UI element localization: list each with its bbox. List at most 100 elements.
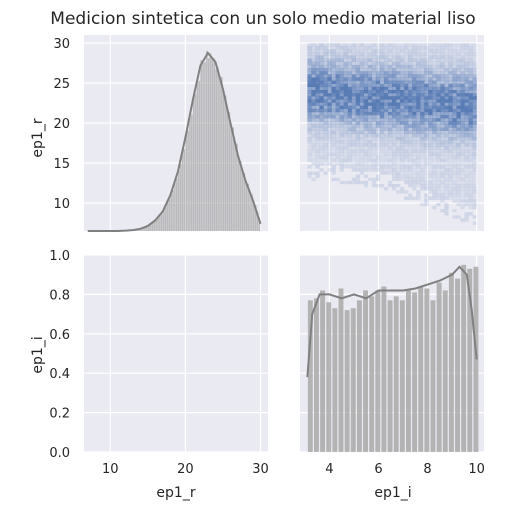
heatmap-cell bbox=[335, 162, 340, 166]
heatmap-cell bbox=[392, 187, 397, 191]
heatmap-cell bbox=[444, 111, 449, 116]
heatmap-cell bbox=[383, 80, 389, 84]
heatmap-cell bbox=[359, 43, 364, 47]
heatmap-cell bbox=[428, 187, 433, 191]
heatmap-cell bbox=[335, 55, 340, 59]
heatmap-cell bbox=[400, 174, 405, 178]
heatmap-cell bbox=[319, 130, 324, 135]
heatmap-cell bbox=[359, 55, 364, 59]
heatmap-cell bbox=[367, 49, 373, 53]
heatmap-cell bbox=[428, 80, 433, 84]
heatmap-cell bbox=[416, 149, 421, 153]
heatmap-cell bbox=[460, 102, 465, 106]
heatmap-cell bbox=[424, 202, 429, 207]
heatmap-cell bbox=[335, 124, 340, 128]
heatmap-cell bbox=[460, 118, 465, 122]
heatmap-cell bbox=[396, 127, 401, 131]
heatmap-cell bbox=[335, 77, 340, 81]
heatmap-cell bbox=[351, 43, 356, 47]
heatmap-cell bbox=[424, 177, 429, 182]
heatmap-cell bbox=[323, 52, 328, 56]
heatmap-cell bbox=[456, 177, 461, 182]
heatmap-cell bbox=[359, 52, 364, 56]
heatmap-cell bbox=[392, 155, 397, 160]
heatmap-cell bbox=[327, 168, 332, 172]
heatmap-cell bbox=[448, 80, 453, 84]
heatmap-cell bbox=[424, 80, 429, 84]
heatmap-cell bbox=[452, 71, 457, 75]
heatmap-cell bbox=[456, 174, 461, 178]
heatmap-cell bbox=[448, 174, 453, 178]
heatmap-cell bbox=[307, 174, 312, 178]
heatmap-cell bbox=[416, 64, 421, 69]
heatmap-cell bbox=[396, 174, 401, 178]
heatmap-cell bbox=[392, 49, 397, 53]
heatmap-cell bbox=[468, 46, 473, 50]
heatmap-cell bbox=[396, 137, 401, 141]
heatmap-cell bbox=[464, 46, 469, 50]
heatmap-cell bbox=[355, 152, 360, 156]
heatmap-cell bbox=[468, 162, 473, 166]
heatmap-cell bbox=[359, 86, 364, 91]
heatmap-cell bbox=[387, 58, 393, 62]
heatmap-cell bbox=[355, 177, 360, 182]
heatmap-cell bbox=[367, 143, 373, 147]
heatmap-cell bbox=[371, 180, 377, 185]
heatmap-cell bbox=[311, 52, 316, 56]
heatmap-cell bbox=[355, 99, 360, 103]
heatmap-cell bbox=[343, 124, 348, 128]
heatmap-cell bbox=[416, 111, 421, 116]
heatmap-cell bbox=[311, 68, 316, 72]
heatmap-cell bbox=[371, 71, 377, 75]
heatmap-cell bbox=[387, 140, 393, 144]
heatmap-cell bbox=[327, 118, 332, 122]
heatmap-cell bbox=[343, 74, 348, 78]
heatmap-cell bbox=[319, 121, 324, 125]
heatmap-cell bbox=[404, 146, 409, 150]
hist-bar bbox=[215, 69, 218, 232]
heatmap-cell bbox=[460, 77, 465, 81]
heatmap-cell bbox=[444, 86, 449, 91]
heatmap-cell bbox=[323, 61, 328, 66]
hist-bar bbox=[226, 109, 229, 231]
y-tick-label: 0.2 bbox=[49, 407, 70, 422]
hist-bar bbox=[194, 94, 197, 231]
heatmap-cell bbox=[351, 68, 356, 72]
heatmap-cell bbox=[444, 102, 449, 106]
heatmap-cell bbox=[335, 58, 340, 62]
heatmap-cell bbox=[311, 121, 316, 125]
heatmap-cell bbox=[371, 149, 377, 153]
heatmap-cell bbox=[339, 43, 344, 47]
heatmap-cell bbox=[323, 162, 328, 166]
heatmap-cell bbox=[424, 165, 429, 169]
heatmap-cell bbox=[428, 127, 433, 131]
heatmap-cell bbox=[323, 77, 328, 81]
heatmap-cell bbox=[436, 49, 441, 53]
heatmap-cell bbox=[311, 55, 316, 59]
hist-bar bbox=[204, 62, 206, 231]
heatmap-cell bbox=[400, 133, 405, 138]
heatmap-cell bbox=[343, 99, 348, 103]
heatmap-cell bbox=[420, 105, 425, 109]
heatmap-cell bbox=[460, 71, 465, 75]
heatmap-cell bbox=[367, 137, 373, 141]
heatmap-cell bbox=[359, 124, 364, 128]
heatmap-cell bbox=[392, 90, 397, 94]
heatmap-cell bbox=[428, 177, 433, 182]
heatmap-cell bbox=[460, 55, 465, 59]
heatmap-cell bbox=[315, 96, 320, 100]
heatmap-cell bbox=[347, 52, 352, 56]
heatmap-cell bbox=[440, 171, 445, 175]
heatmap-cell bbox=[452, 196, 457, 200]
heatmap-cell bbox=[460, 115, 465, 119]
heatmap-cell bbox=[432, 177, 437, 182]
heatmap-cell bbox=[460, 46, 465, 50]
heatmap-cell bbox=[392, 83, 397, 88]
heatmap-cell bbox=[436, 187, 441, 191]
heatmap-cell bbox=[468, 43, 473, 47]
heatmap-cell bbox=[464, 140, 469, 144]
y-tick-label: 0.0 bbox=[49, 446, 70, 461]
heatmap-cell bbox=[367, 55, 373, 59]
heatmap-cell bbox=[416, 162, 421, 166]
heatmap-cell bbox=[307, 80, 312, 84]
